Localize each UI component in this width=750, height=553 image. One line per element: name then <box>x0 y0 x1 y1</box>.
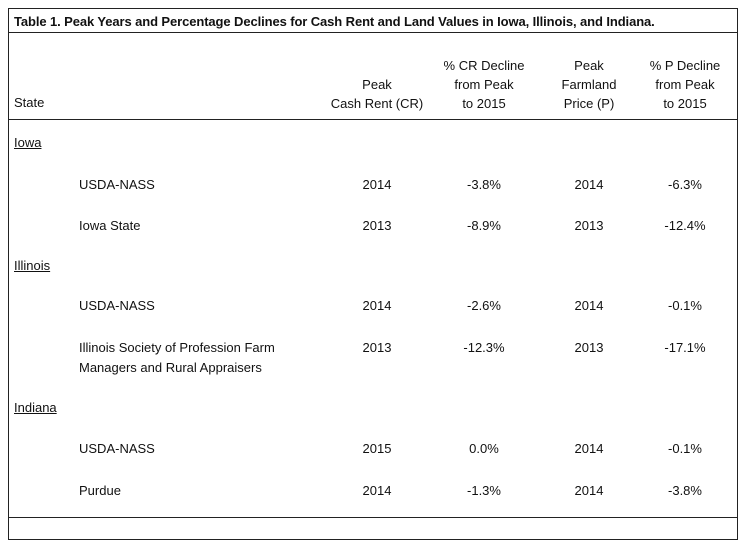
peak-cr-cell: 2015 <box>362 441 392 456</box>
header-cr-decline-line1: % CR Decline <box>443 58 525 73</box>
header-peak-p-line1: Peak <box>574 58 604 73</box>
header-cr-decline-line2: from Peak <box>454 77 514 92</box>
header-peak-cr-line2: Cash Rent (CR) <box>330 96 424 111</box>
state-label-illinois: Illinois <box>14 258 51 273</box>
peak-cr-cell: 2013 <box>362 218 392 233</box>
peak-p-cell: 2013 <box>574 218 604 233</box>
header-p-decline: % P Decline from Peak to 2015 <box>635 56 735 113</box>
peak-p-cell: 2014 <box>574 483 604 498</box>
source-name: USDA-NASS <box>79 177 155 192</box>
peak-p-cell: 2014 <box>574 441 604 456</box>
p-decline-cell: -0.1% <box>668 441 702 456</box>
cr-decline-cell: -3.8% <box>467 177 501 192</box>
peak-cr-cell: 2014 <box>362 298 392 313</box>
header-divider <box>9 119 737 120</box>
source-name: Iowa State <box>79 218 141 233</box>
source-name: USDA-NASS <box>79 441 155 456</box>
cr-decline-cell: 0.0% <box>469 441 499 456</box>
header-peak-cr: Peak Cash Rent (CR) <box>327 75 427 113</box>
p-decline-cell: -6.3% <box>668 177 702 192</box>
title-divider <box>9 32 737 33</box>
p-decline-cell: -17.1% <box>664 340 706 355</box>
cr-decline-cell: -1.3% <box>467 483 501 498</box>
p-decline-cell: -12.4% <box>664 218 706 233</box>
header-p-decline-line1: % P Decline <box>649 58 721 73</box>
header-peak-p: Peak Farmland Price (P) <box>539 56 639 113</box>
p-decline-cell: -3.8% <box>668 483 702 498</box>
state-label-indiana: Indiana <box>14 400 57 415</box>
p-decline-cell: -0.1% <box>668 298 702 313</box>
header-state: State <box>14 95 45 110</box>
footer-divider <box>9 517 737 518</box>
peak-cr-cell: 2013 <box>362 340 392 355</box>
state-label-iowa: Iowa <box>14 135 42 150</box>
table-frame: Table 1. Peak Years and Percentage Decli… <box>8 8 738 540</box>
peak-cr-cell: 2014 <box>362 177 392 192</box>
source-name: Illinois Society of Profession Farm Mana… <box>79 338 275 378</box>
cr-decline-cell: -2.6% <box>467 298 501 313</box>
cr-decline-cell: -12.3% <box>463 340 505 355</box>
peak-p-cell: 2013 <box>574 340 604 355</box>
peak-p-cell: 2014 <box>574 298 604 313</box>
source-name: USDA-NASS <box>79 298 155 313</box>
peak-p-cell: 2014 <box>574 177 604 192</box>
header-peak-p-line2: Farmland <box>561 77 617 92</box>
source-name-line2: Managers and Rural Appraisers <box>79 360 262 375</box>
peak-cr-cell: 2014 <box>362 483 392 498</box>
source-name-line1: Illinois Society of Profession Farm <box>79 340 275 355</box>
header-peak-cr-line1: Peak <box>362 77 392 92</box>
header-p-decline-line3: to 2015 <box>663 96 707 111</box>
cr-decline-cell: -8.9% <box>467 218 501 233</box>
header-cr-decline: % CR Decline from Peak to 2015 <box>429 56 539 113</box>
source-name: Purdue <box>79 483 121 498</box>
header-peak-p-line3: Price (P) <box>563 96 615 111</box>
header-cr-decline-line3: to 2015 <box>462 96 506 111</box>
table-title: Table 1. Peak Years and Percentage Decli… <box>14 14 655 29</box>
header-p-decline-line2: from Peak <box>655 77 715 92</box>
